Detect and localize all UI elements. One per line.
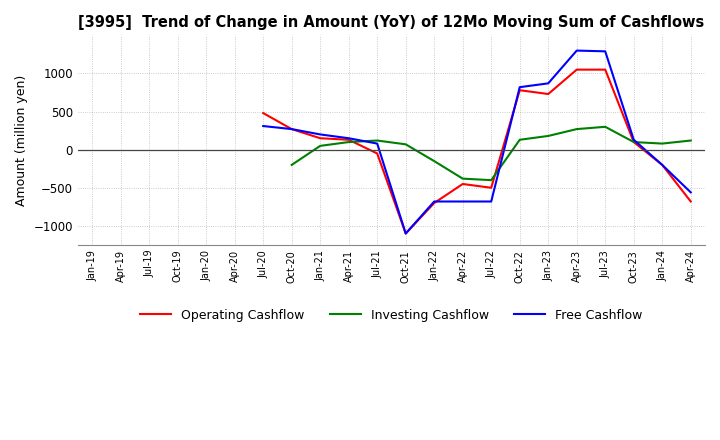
Free Cashflow	[601, 49, 610, 54]
Investing Cashflow	[316, 143, 325, 149]
Free Cashflow	[572, 48, 581, 53]
Free Cashflow	[544, 81, 552, 86]
Y-axis label: Amount (million yen): Amount (million yen)	[15, 74, 28, 206]
Operating Cashflow	[430, 200, 438, 205]
Free Cashflow	[430, 199, 438, 204]
Free Cashflow	[287, 126, 296, 132]
Free Cashflow	[344, 136, 353, 141]
Operating Cashflow	[544, 92, 552, 97]
Investing Cashflow	[572, 126, 581, 132]
Legend: Operating Cashflow, Investing Cashflow, Free Cashflow: Operating Cashflow, Investing Cashflow, …	[135, 304, 648, 327]
Investing Cashflow	[401, 142, 410, 147]
Free Cashflow	[259, 123, 268, 128]
Investing Cashflow	[430, 158, 438, 164]
Operating Cashflow	[658, 162, 667, 168]
Investing Cashflow	[459, 176, 467, 181]
Investing Cashflow	[373, 138, 382, 143]
Investing Cashflow	[344, 139, 353, 145]
Investing Cashflow	[601, 124, 610, 129]
Investing Cashflow	[629, 139, 638, 145]
Free Cashflow	[658, 162, 667, 168]
Operating Cashflow	[459, 181, 467, 187]
Operating Cashflow	[316, 136, 325, 141]
Free Cashflow	[316, 132, 325, 137]
Operating Cashflow	[601, 67, 610, 72]
Free Cashflow	[401, 231, 410, 236]
Investing Cashflow	[544, 133, 552, 139]
Operating Cashflow	[259, 110, 268, 116]
Operating Cashflow	[629, 139, 638, 145]
Free Cashflow	[373, 141, 382, 146]
Investing Cashflow	[487, 177, 495, 183]
Operating Cashflow	[373, 151, 382, 156]
Operating Cashflow	[487, 185, 495, 191]
Free Cashflow	[459, 199, 467, 204]
Operating Cashflow	[401, 231, 410, 236]
Operating Cashflow	[572, 67, 581, 72]
Operating Cashflow	[516, 88, 524, 93]
Title: [3995]  Trend of Change in Amount (YoY) of 12Mo Moving Sum of Cashflows: [3995] Trend of Change in Amount (YoY) o…	[78, 15, 705, 30]
Line: Investing Cashflow: Investing Cashflow	[292, 127, 690, 180]
Free Cashflow	[686, 190, 695, 195]
Operating Cashflow	[344, 137, 353, 143]
Free Cashflow	[516, 84, 524, 90]
Operating Cashflow	[287, 126, 296, 132]
Free Cashflow	[487, 199, 495, 204]
Investing Cashflow	[287, 162, 296, 168]
Investing Cashflow	[658, 141, 667, 146]
Operating Cashflow	[686, 199, 695, 204]
Free Cashflow	[629, 137, 638, 143]
Line: Free Cashflow: Free Cashflow	[264, 51, 690, 234]
Investing Cashflow	[686, 138, 695, 143]
Investing Cashflow	[516, 137, 524, 143]
Line: Operating Cashflow: Operating Cashflow	[264, 70, 690, 234]
